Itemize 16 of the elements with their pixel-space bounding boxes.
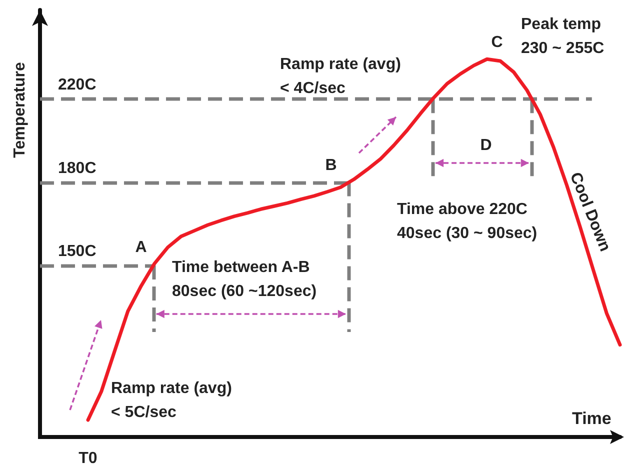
ref-line-label: 150C — [58, 242, 97, 260]
annotation: Cool Down — [566, 170, 614, 254]
text: C — [491, 34, 504, 51]
ref-line-label: 180C — [58, 160, 97, 177]
x-axis-title: Time — [572, 409, 612, 428]
annotation: Time above 220C 40sec (30 ~ 90sec) — [397, 201, 538, 242]
annotation: Ramp rate (avg) < 5C/sec — [111, 380, 232, 421]
text: T0 — [78, 450, 98, 467]
annotation: Ramp rate (avg) < 4C/sec — [280, 56, 401, 97]
text: Peak temp 230 ~ 255C — [521, 16, 605, 57]
annotation: A — [135, 239, 148, 256]
y-axis-title: Temperature — [12, 62, 28, 158]
annotation: Time between A-B 80sec (60 ~120sec) — [172, 259, 317, 300]
annotation: D — [480, 137, 492, 154]
ref-line-label: 220C — [58, 76, 97, 94]
annotation: B — [325, 157, 337, 174]
